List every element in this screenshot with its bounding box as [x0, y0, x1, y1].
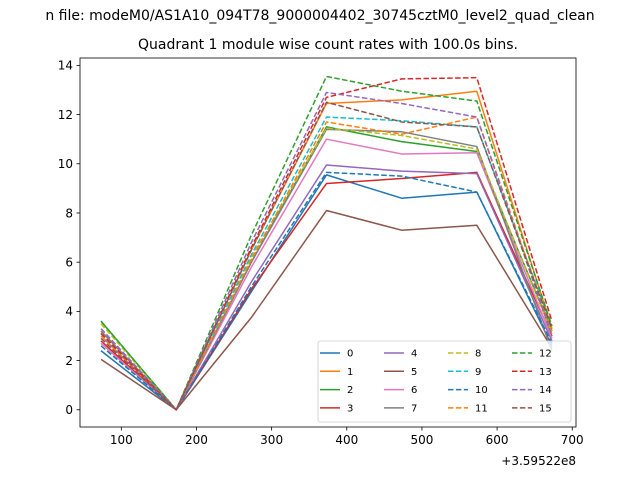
y-tick-label: 4	[65, 305, 73, 319]
y-tick-label: 0	[65, 403, 73, 417]
legend-label-13: 13	[539, 367, 552, 378]
legend-label-12: 12	[539, 349, 552, 360]
x-tick-label: 400	[335, 433, 358, 447]
legend-label-6: 6	[411, 385, 417, 396]
legend-box	[317, 340, 572, 423]
legend-label-1: 1	[347, 367, 353, 378]
axes-frame	[79, 57, 577, 428]
y-tick-label: 6	[65, 255, 73, 269]
legend-label-11: 11	[475, 403, 488, 414]
series-layer	[100, 75, 553, 411]
legend-label-0: 0	[347, 349, 353, 360]
legend-label-8: 8	[475, 349, 481, 360]
x-tick-label: 200	[185, 433, 208, 447]
series-line-12	[100, 75, 553, 411]
x-tick-label: 600	[486, 433, 509, 447]
legend-label-9: 9	[475, 367, 481, 378]
figure-suptitle: n file: modeM0/AS1A10_094T78_9000004402_…	[45, 8, 594, 24]
series-line-15	[100, 101, 553, 411]
x-tick-label: 300	[260, 433, 283, 447]
legend-label-2: 2	[347, 385, 353, 396]
x-tick-label: 500	[410, 433, 433, 447]
y-tick-label: 8	[65, 206, 73, 220]
legend-label-5: 5	[411, 367, 417, 378]
legend-label-4: 4	[411, 349, 417, 360]
x-tick-label: 100	[110, 433, 133, 447]
legend-label-15: 15	[539, 403, 552, 414]
x-tick-label: 700	[561, 433, 584, 447]
legend-label-7: 7	[411, 403, 417, 414]
x-offset-label: +3.59522e8	[501, 454, 576, 468]
legend-label-3: 3	[347, 403, 353, 414]
legend-label-10: 10	[475, 385, 488, 396]
y-tick-label: 14	[58, 59, 73, 73]
y-tick-label: 2	[65, 354, 73, 368]
legend-label-14: 14	[539, 385, 552, 396]
y-tick-label: 10	[58, 157, 73, 171]
y-tick-label: 12	[58, 108, 73, 122]
chart-title: Quadrant 1 module wise count rates with …	[138, 37, 518, 53]
